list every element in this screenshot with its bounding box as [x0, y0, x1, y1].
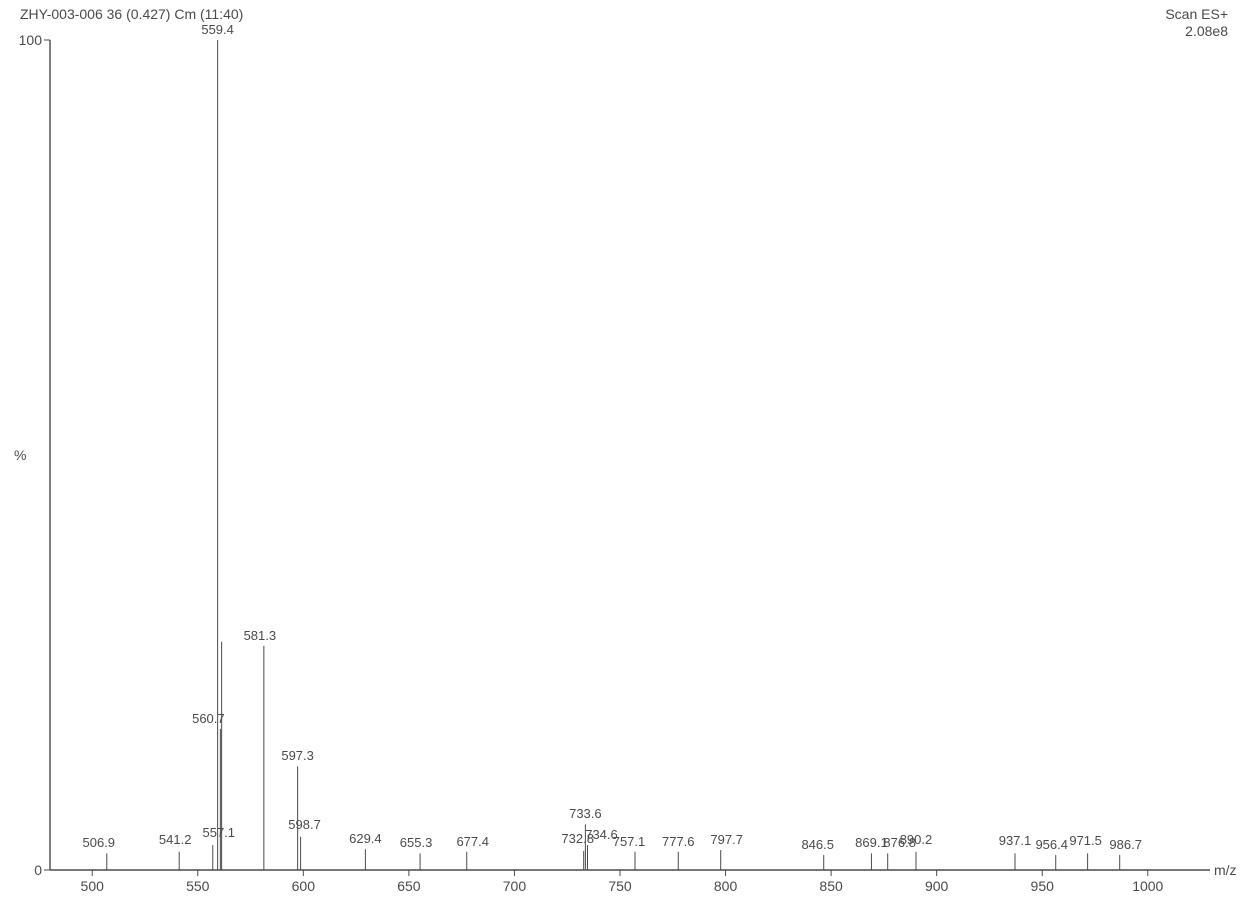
x-axis-label: m/z — [1214, 862, 1237, 878]
xtick-label: 500 — [81, 878, 104, 894]
ytick-label: 100 — [19, 32, 42, 48]
xtick-label: 1000 — [1132, 878, 1163, 894]
xtick-label: 950 — [1031, 878, 1054, 894]
xtick-label: 850 — [819, 878, 842, 894]
xtick-label: 700 — [503, 878, 526, 894]
y-axis-label: % — [14, 447, 26, 463]
xtick-label: 900 — [925, 878, 948, 894]
spectrum-plot — [0, 0, 1240, 917]
xtick-label: 750 — [608, 878, 631, 894]
xtick-label: 550 — [186, 878, 209, 894]
xtick-label: 650 — [397, 878, 420, 894]
xtick-label: 600 — [292, 878, 315, 894]
xtick-label: 800 — [714, 878, 737, 894]
mass-spectrum-container: ZHY-003-006 36 (0.427) Cm (11:40) Scan E… — [0, 0, 1240, 917]
ytick-label: 0 — [34, 862, 42, 878]
